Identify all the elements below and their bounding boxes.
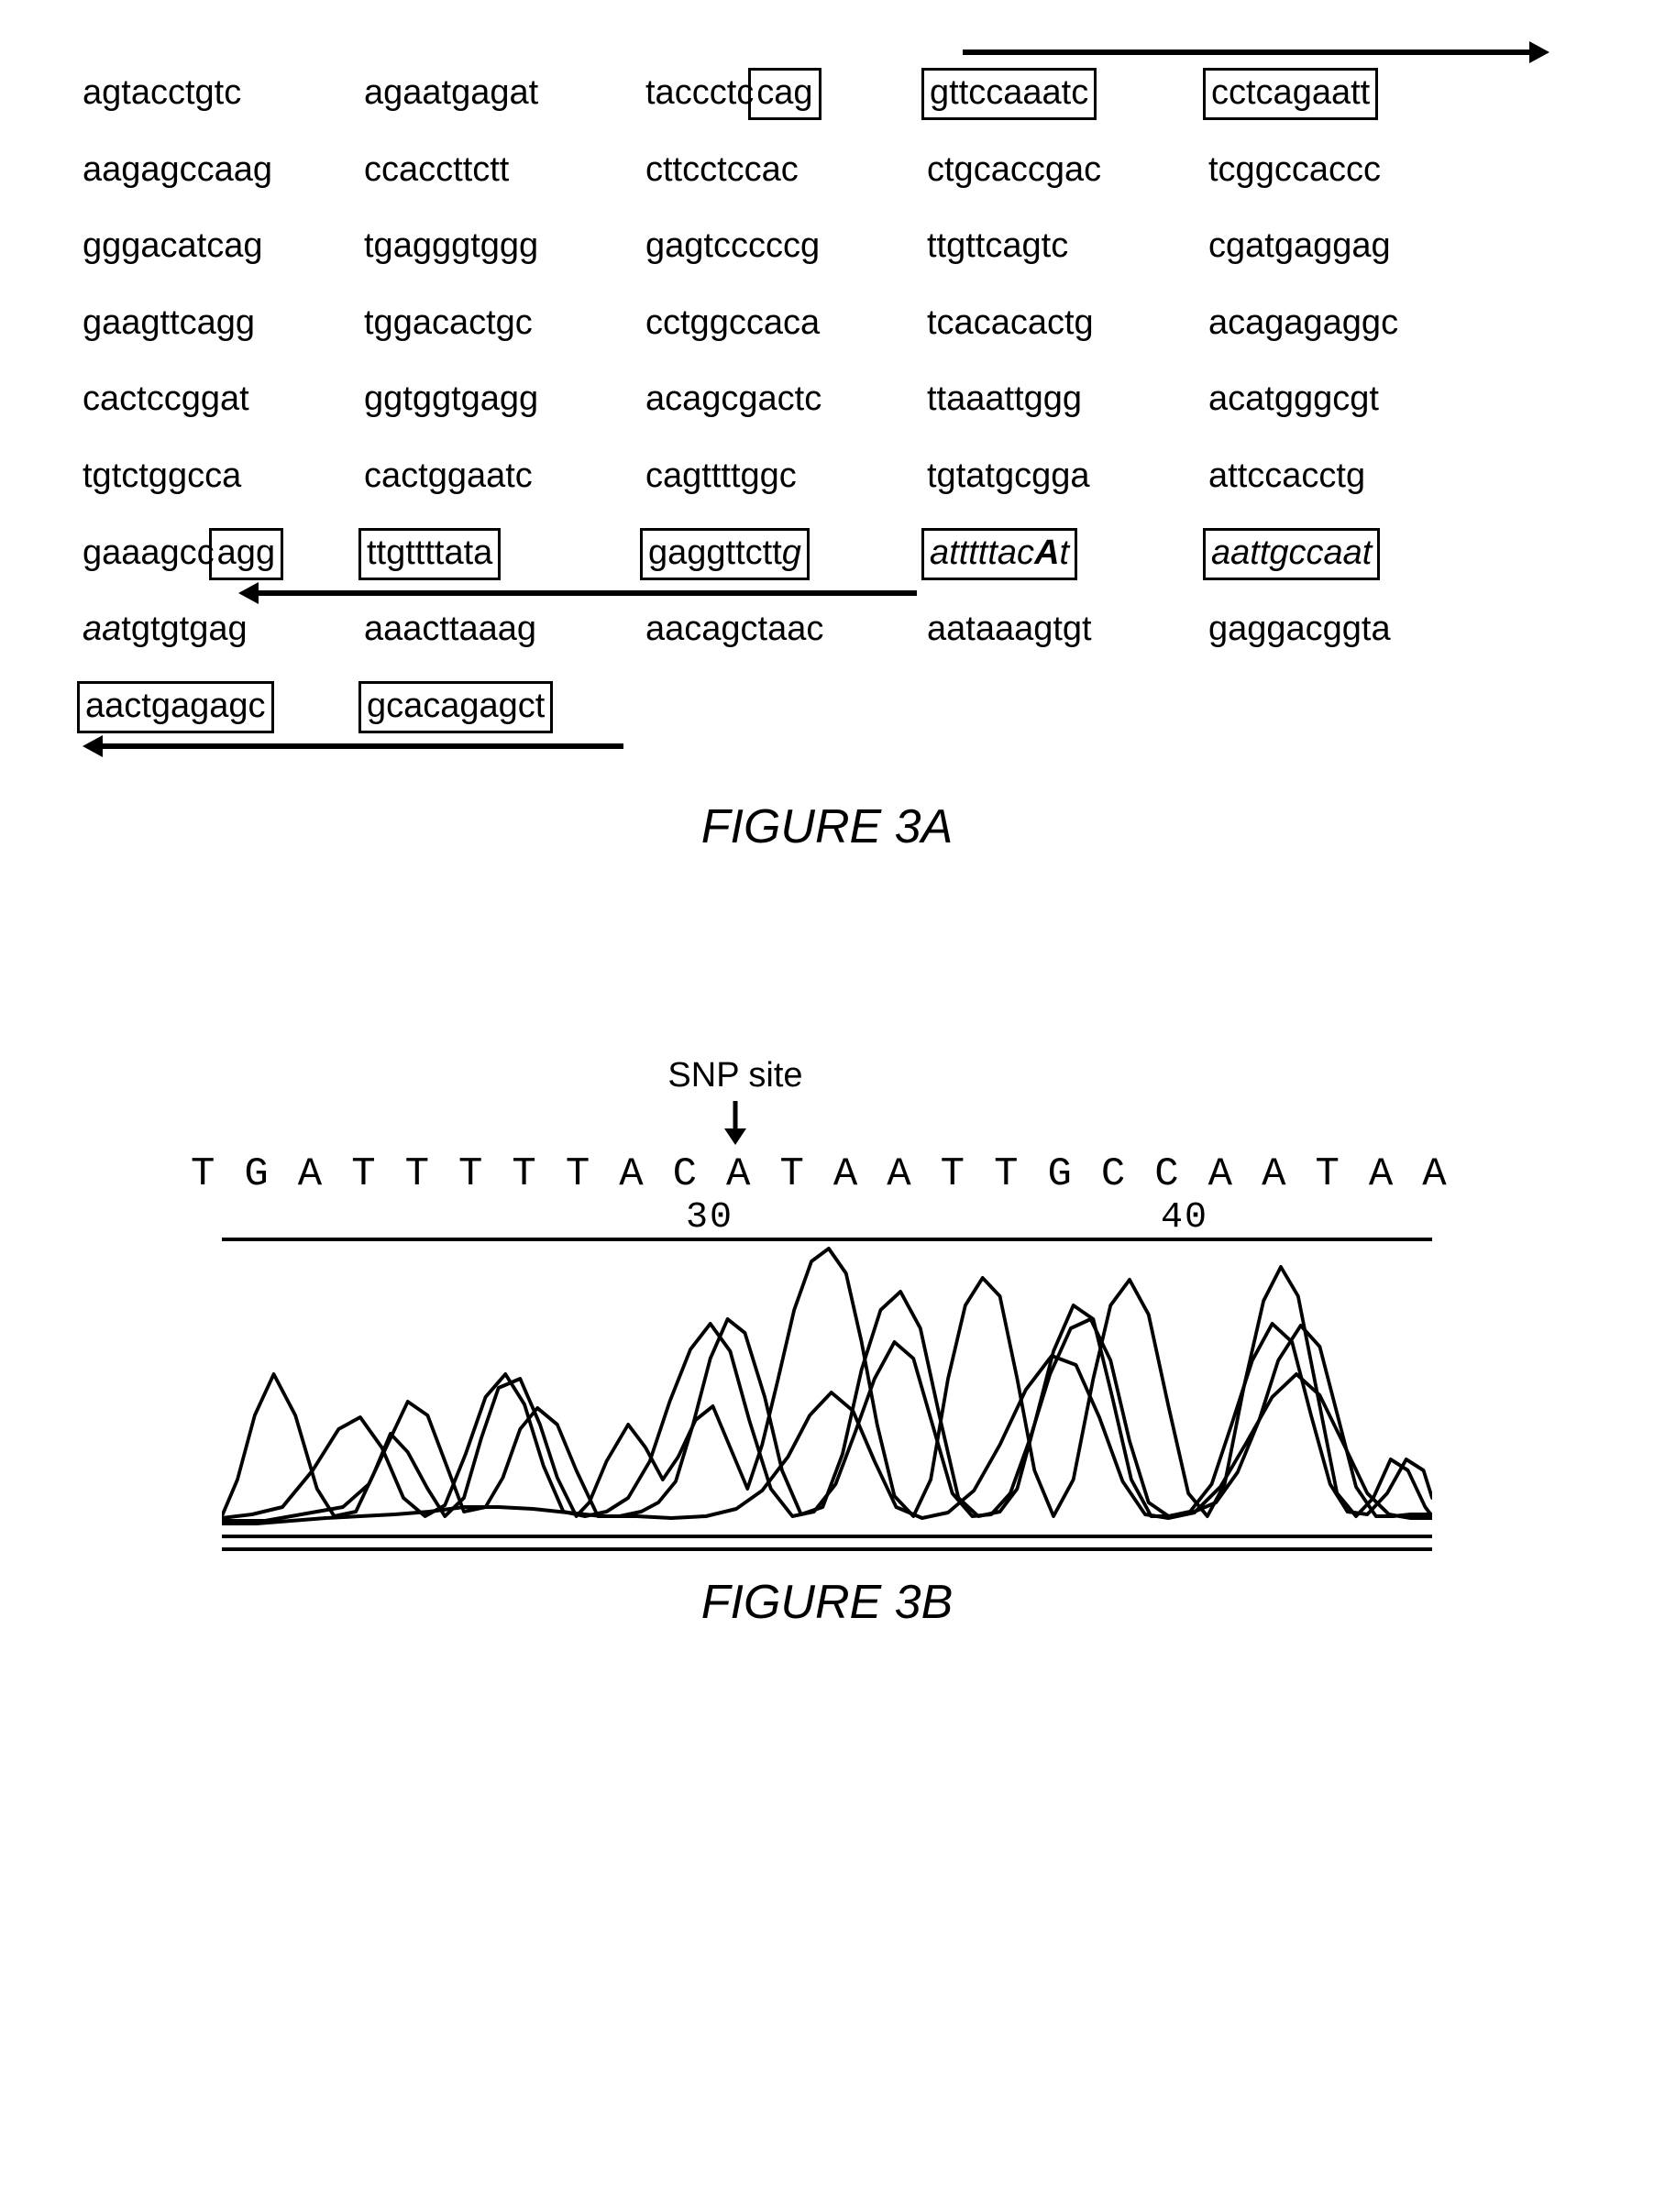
primer-box: aactgagagc — [77, 681, 274, 733]
sequence-block: agtacctgtc — [83, 55, 316, 132]
sequence-block: gaggttcttg — [645, 515, 879, 592]
sequence-block: aaacttaaag — [364, 591, 598, 668]
sequence-row: cactccggat ggtggtgagg acagcgactc ttaaattggg… — [83, 361, 1571, 438]
sequence-row: gaaagccagg ttgttttata gaggttcttg atttttacAt… — [83, 515, 1571, 592]
trace-position-labels: 30 40 — [185, 1197, 1469, 1238]
sequence-block: ttgttcagtc — [927, 208, 1161, 285]
trace-tick-label: 30 — [686, 1197, 733, 1238]
sequence-block: aactgagagc — [83, 668, 316, 745]
sequence-block: tgtatgcgga — [927, 438, 1161, 515]
sequence-block: ttaaattggg — [927, 361, 1161, 438]
snp-label: SNP site — [94, 1056, 1377, 1095]
sequence-block: aacagctaac — [645, 591, 879, 668]
sequence-block: cactggaatc — [364, 438, 598, 515]
sequence-block: gaaagccagg — [83, 515, 316, 592]
sequence-block: taccctccag — [645, 55, 879, 132]
sequence-block: aatgtgtgag — [83, 591, 316, 668]
chromatogram-box: SNP site TGATTTTTACATAATTGCCAATAA 3040 — [185, 1056, 1469, 1538]
sequence-block: cctggccaca — [645, 285, 879, 362]
primer-box: gaggttcttg — [640, 528, 810, 580]
sequence-block: aattgccaat — [1208, 515, 1442, 592]
primer-box: atttttacAt — [921, 528, 1077, 580]
chromatogram-baseline — [222, 1547, 1432, 1551]
sequence-row: aactgagagc gcacagagct — [83, 668, 1571, 745]
figure-3b-caption: FIGURE 3B — [83, 1575, 1571, 1630]
trace-tick-label: 40 — [1161, 1197, 1208, 1238]
sequence-block: cttcctccac — [645, 132, 879, 209]
sequence-row: agtacctgtc agaatgagat taccctccag gttccaaatc… — [83, 55, 1571, 132]
sequence-block: acatgggcgt — [1208, 361, 1442, 438]
sequence-block: cctcagaatt — [1208, 55, 1442, 132]
sequence-block: gcacagagct — [364, 668, 598, 745]
sequence-row: gaagttcagg tggacactgc cctggccaca tcacacactg… — [83, 285, 1571, 362]
primer-box: agg — [209, 528, 283, 580]
sequence-block: tggacactgc — [364, 285, 598, 362]
sequence-block: tgagggtggg — [364, 208, 598, 285]
sequence-block: tcacacactg — [927, 285, 1161, 362]
chromatogram-frame — [222, 1238, 1432, 1538]
sequence-block: ggtggtgagg — [364, 361, 598, 438]
sequence-block: attccacctg — [1208, 438, 1442, 515]
sequence-block: ttgttttata — [364, 515, 598, 592]
primer-box: cag — [748, 68, 821, 120]
trace-1 — [222, 1249, 1432, 1516]
snp-arrow-icon — [717, 1099, 754, 1145]
sequence-block: acagcgactc — [645, 361, 879, 438]
sequence-block: tcggccaccc — [1208, 132, 1442, 209]
sequence-row: aatgtgtgag aaacttaaag aacagctaac aataaagtgt… — [83, 591, 1571, 668]
sequence-block: gggacatcag — [83, 208, 316, 285]
primer-box: ttgttttata — [358, 528, 501, 580]
sequence-block: gaggacggta — [1208, 591, 1442, 668]
sequence-row: gggacatcag tgagggtggg gagtcccccg ttgttcagtc… — [83, 208, 1571, 285]
figure-3a: agtacctgtc agaatgagat taccctccag gttccaaatc… — [83, 55, 1571, 854]
trace-sequence: TGATTTTTACATAATTGCCAATAA — [185, 1151, 1469, 1197]
sequence-block: cactccggat — [83, 361, 316, 438]
sequence-row: tgtctggcca cactggaatc cagttttggc tgtatgcgga… — [83, 438, 1571, 515]
trace-2 — [222, 1292, 1432, 1521]
sequence-block: gaagttcagg — [83, 285, 316, 362]
sequence-alignment: agtacctgtc agaatgagat taccctccag gttccaaatc… — [83, 55, 1571, 744]
sequence-block: cgatgaggag — [1208, 208, 1442, 285]
sequence-block: ctgcaccgac — [927, 132, 1161, 209]
primer-box: gttccaaatc — [921, 68, 1097, 120]
sequence-block: acagagaggc — [1208, 285, 1442, 362]
figure-3b: SNP site TGATTTTTACATAATTGCCAATAA 30 40 F… — [83, 1056, 1571, 1630]
sequence-block: aagagccaag — [83, 132, 316, 209]
primer-box: cctcagaatt — [1203, 68, 1378, 120]
sequence-block: aataaagtgt — [927, 591, 1161, 668]
sequence-block: cagttttggc — [645, 438, 879, 515]
sequence-block: agaatgagat — [364, 55, 598, 132]
sequence-row: aagagccaag ccaccttctt cttcctccac ctgcaccgac… — [83, 132, 1571, 209]
sequence-block: gttccaaatc — [927, 55, 1161, 132]
sequence-block: tgtctggcca — [83, 438, 316, 515]
sequence-block: gagtcccccg — [645, 208, 879, 285]
figure-3a-caption: FIGURE 3A — [83, 799, 1571, 854]
sequence-block: ccaccttctt — [364, 132, 598, 209]
sequence-block: atttttacAt — [927, 515, 1161, 592]
trace-3 — [222, 1319, 1432, 1518]
primer-box: gcacagagct — [358, 681, 553, 733]
primer-box: aattgccaat — [1203, 528, 1380, 580]
chromatogram-traces — [222, 1241, 1432, 1535]
